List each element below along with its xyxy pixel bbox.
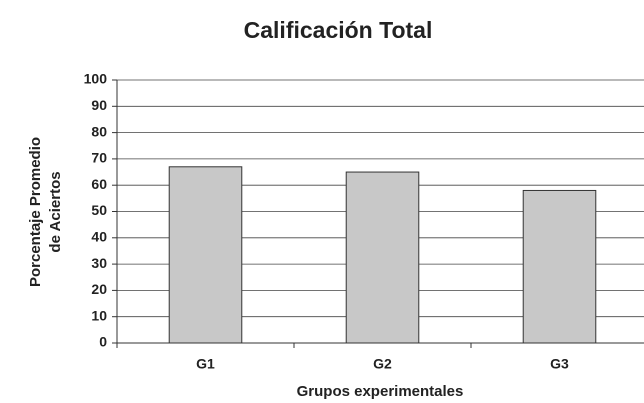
y-axis-label: Porcentaje Promedio bbox=[27, 137, 44, 287]
y-tick-label: 100 bbox=[84, 71, 108, 87]
y-tick-label: 20 bbox=[91, 281, 107, 297]
y-tick-label: 40 bbox=[91, 229, 107, 245]
x-axis-label: Grupos experimentales bbox=[297, 383, 464, 400]
bar bbox=[168, 166, 243, 344]
y-tick-label: 10 bbox=[91, 307, 107, 323]
y-tick-label: 0 bbox=[99, 334, 107, 350]
x-tick-label: G1 bbox=[196, 356, 215, 372]
x-tick-label: G3 bbox=[550, 356, 569, 372]
bar bbox=[345, 171, 420, 344]
x-tick-label: G2 bbox=[373, 356, 392, 372]
y-tick-label: 90 bbox=[91, 97, 107, 113]
y-tick-label: 50 bbox=[91, 202, 107, 218]
y-tick-label: 80 bbox=[91, 123, 107, 139]
y-tick-label: 70 bbox=[91, 150, 107, 166]
y-axis-label: de Aciertos bbox=[47, 171, 64, 252]
y-tick-label: 30 bbox=[91, 255, 107, 271]
y-tick-label: 60 bbox=[91, 176, 107, 192]
bar bbox=[522, 189, 597, 344]
chart-title: Calificación Total bbox=[244, 17, 433, 43]
